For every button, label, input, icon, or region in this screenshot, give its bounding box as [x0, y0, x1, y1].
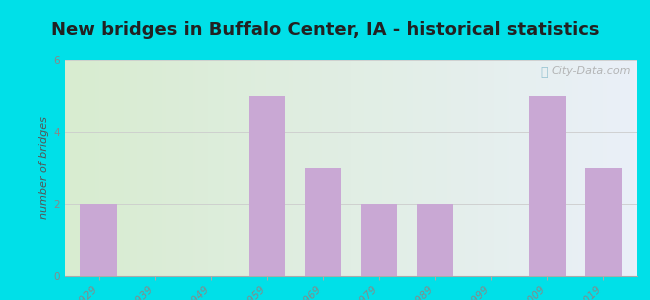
Bar [585, 168, 621, 276]
Text: ⓘ: ⓘ [541, 67, 549, 80]
Bar [529, 96, 566, 276]
Text: New bridges in Buffalo Center, IA - historical statistics: New bridges in Buffalo Center, IA - hist… [51, 21, 599, 39]
Bar [417, 204, 453, 276]
Bar [249, 96, 285, 276]
Text: City-Data.com: City-Data.com [552, 67, 631, 76]
Bar [81, 204, 117, 276]
Bar [361, 204, 397, 276]
Y-axis label: number of bridges: number of bridges [40, 117, 49, 219]
Bar [305, 168, 341, 276]
